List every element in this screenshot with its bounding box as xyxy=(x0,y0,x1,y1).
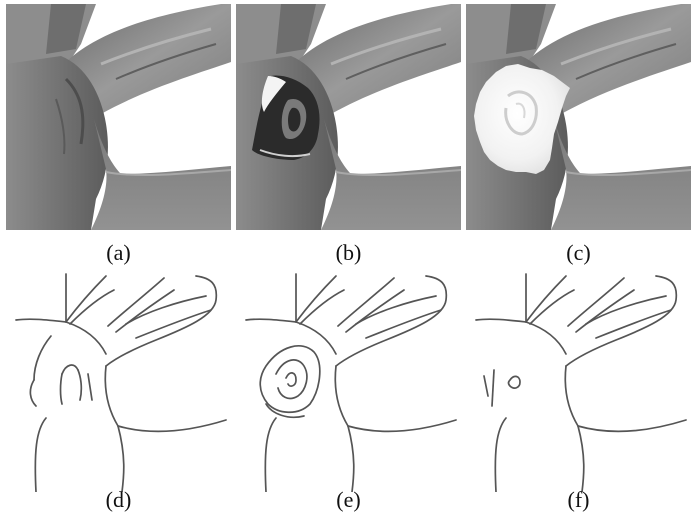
panel-e-lines xyxy=(236,266,461,492)
panel-f-lines xyxy=(466,266,691,492)
caption-b: (b) xyxy=(335,240,362,265)
caption-c: (c) xyxy=(566,240,591,265)
panel-a-render xyxy=(6,4,231,230)
panel-d-lines xyxy=(6,266,231,492)
caption-d: (d) xyxy=(105,487,132,512)
caption-a: (a) xyxy=(106,240,131,265)
caption-f: (f) xyxy=(567,487,590,512)
caption-e: (e) xyxy=(336,487,361,512)
panel-b-render xyxy=(236,4,461,230)
panel-c-render xyxy=(466,4,691,230)
